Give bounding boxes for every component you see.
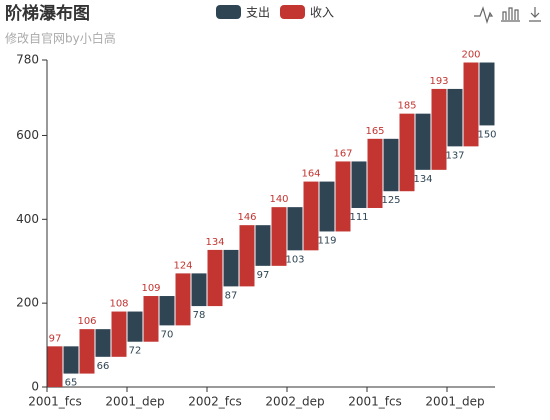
value-label: 134 xyxy=(205,237,224,248)
legend-label: 收入 xyxy=(310,6,334,20)
expense-bar xyxy=(383,138,399,192)
value-label: 125 xyxy=(381,195,400,206)
value-label: 200 xyxy=(461,50,480,61)
chart-subtitle: 修改自官网by小白高 xyxy=(5,31,116,46)
income-bar xyxy=(335,161,351,232)
income-bar xyxy=(47,346,63,387)
expense-bar xyxy=(95,329,111,357)
value-label: 70 xyxy=(161,329,174,340)
value-label: 165 xyxy=(365,126,384,137)
x-tick-label: 2002_dep xyxy=(265,395,324,409)
value-label: 97 xyxy=(257,270,270,281)
x-tick-label: 2002_fcs xyxy=(188,395,242,409)
value-label: 193 xyxy=(429,76,448,87)
value-label: 66 xyxy=(97,361,110,372)
expense-bar xyxy=(447,88,463,147)
income-bar xyxy=(239,225,255,287)
y-tick-label: 600 xyxy=(16,128,39,142)
income-bar xyxy=(431,88,447,170)
value-label: 164 xyxy=(301,169,320,180)
value-label: 124 xyxy=(173,260,192,271)
y-tick-label: 400 xyxy=(16,212,39,226)
expense-bar xyxy=(127,311,143,342)
income-bar xyxy=(399,113,415,192)
save-icon[interactable] xyxy=(529,7,541,22)
expense-bar xyxy=(255,225,271,266)
value-label: 137 xyxy=(445,150,464,161)
income-bar xyxy=(303,181,319,251)
expense-bar xyxy=(63,346,79,374)
value-label: 185 xyxy=(397,101,416,112)
expense-bar xyxy=(351,161,367,208)
value-label: 167 xyxy=(333,148,352,159)
y-tick-label: 0 xyxy=(31,380,39,394)
value-label: 108 xyxy=(109,299,128,310)
chart-title: 阶梯瀑布图 xyxy=(5,3,90,24)
value-label: 97 xyxy=(49,333,62,344)
x-tick-label: 2001_fcs xyxy=(28,395,82,409)
expense-bar xyxy=(223,249,239,287)
value-label: 72 xyxy=(129,346,142,357)
x-tick-label: 2001_fcs xyxy=(348,395,402,409)
income-bar xyxy=(175,273,191,326)
income-bar xyxy=(111,311,127,357)
expense-bar xyxy=(479,62,495,126)
expense-bar xyxy=(287,207,303,251)
expense-bar xyxy=(159,296,175,326)
income-bar xyxy=(207,249,223,307)
legend-swatch xyxy=(280,5,305,19)
value-label: 150 xyxy=(477,129,496,140)
value-label: 87 xyxy=(225,290,238,301)
toolbox xyxy=(474,6,541,25)
legend-label: 支出 xyxy=(246,6,270,20)
y-tick-label: 200 xyxy=(16,296,39,310)
value-label: 111 xyxy=(349,212,368,223)
expense-bar xyxy=(191,273,207,307)
value-label: 140 xyxy=(269,194,288,205)
value-label: 134 xyxy=(413,174,432,185)
value-label: 119 xyxy=(317,235,336,246)
income-bar xyxy=(367,138,383,208)
income-bar xyxy=(463,62,479,147)
line-icon[interactable] xyxy=(474,6,494,25)
expense-bar xyxy=(415,113,431,170)
x-tick-label: 2001_dep xyxy=(425,395,484,409)
value-label: 78 xyxy=(193,310,206,321)
value-label: 65 xyxy=(65,378,78,389)
legend-swatch xyxy=(216,5,241,19)
value-label: 146 xyxy=(237,212,256,223)
income-bar xyxy=(271,207,287,266)
value-label: 103 xyxy=(285,254,304,265)
income-bar xyxy=(79,329,95,374)
value-label: 109 xyxy=(141,283,160,294)
expense-bar xyxy=(319,181,335,232)
value-label: 106 xyxy=(77,316,96,327)
x-tick-label: 2001_dep xyxy=(105,395,164,409)
income-bar xyxy=(143,296,159,342)
y-tick-label: 780 xyxy=(16,53,39,67)
bar-icon[interactable] xyxy=(501,7,520,22)
